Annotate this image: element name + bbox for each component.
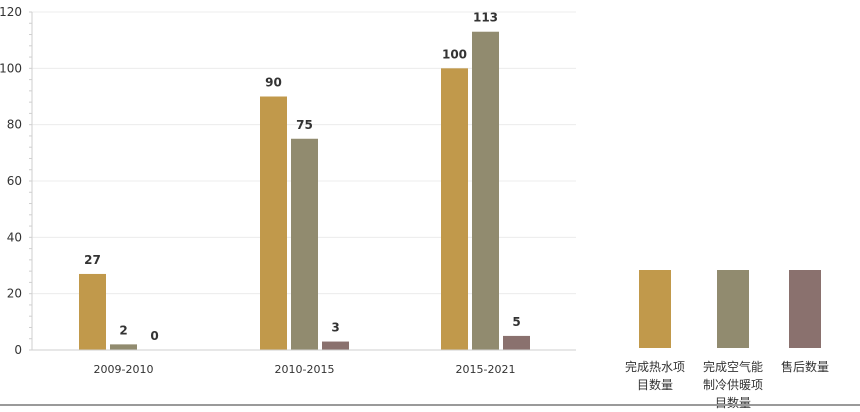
y-tick-label: 80 [7, 118, 22, 132]
legend-item-hot-water[interactable]: 完成热水项目数量 [610, 270, 700, 394]
legend-swatch [639, 270, 671, 348]
bar[interactable] [79, 273, 106, 350]
bottom-divider [0, 404, 860, 406]
bar[interactable] [472, 31, 499, 350]
bar-chart: 0 20 40 60 80 100 120 27 90 100 2 75 113 0 3 5 2009-20… [0, 5, 576, 376]
y-tick-label: 20 [7, 287, 22, 301]
y-tick-label: 0 [14, 343, 22, 357]
bar[interactable] [322, 341, 349, 350]
legend-swatch [717, 270, 749, 348]
y-tick-label: 60 [7, 174, 22, 188]
bar[interactable] [291, 138, 318, 350]
legend-label: 完成热水项目数量 [624, 360, 685, 392]
data-label: 27 [84, 253, 101, 267]
y-tick-label: 40 [7, 230, 22, 244]
x-tick-label: 2010-2015 [275, 363, 335, 376]
bar[interactable] [503, 335, 530, 350]
data-label: 113 [473, 11, 498, 25]
x-tick-label: 2015-2021 [456, 363, 516, 376]
data-label: 3 [331, 321, 339, 335]
y-tick-label: 120 [0, 5, 22, 19]
legend-label: 售后数量 [780, 360, 829, 374]
data-label: 0 [150, 329, 158, 343]
legend-item-after-sales[interactable]: 售后数量 [760, 270, 850, 376]
bar[interactable] [441, 68, 468, 350]
y-axis: 0 20 40 60 80 100 120 [0, 5, 33, 357]
x-tick-label: 2009-2010 [94, 363, 154, 376]
data-label: 90 [265, 76, 282, 90]
data-labels: 27 90 100 2 75 113 0 3 5 [84, 11, 521, 343]
bars [79, 31, 530, 351]
data-label: 2 [119, 323, 127, 337]
data-label: 100 [442, 47, 467, 61]
x-axis: 2009-2010 2010-2015 2015-2021 [32, 349, 576, 376]
y-tick-label: 100 [0, 61, 22, 75]
legend-swatch [789, 270, 821, 348]
bar[interactable] [110, 344, 137, 350]
bar[interactable] [260, 96, 287, 351]
data-label: 5 [512, 315, 520, 329]
data-label: 75 [296, 118, 313, 132]
